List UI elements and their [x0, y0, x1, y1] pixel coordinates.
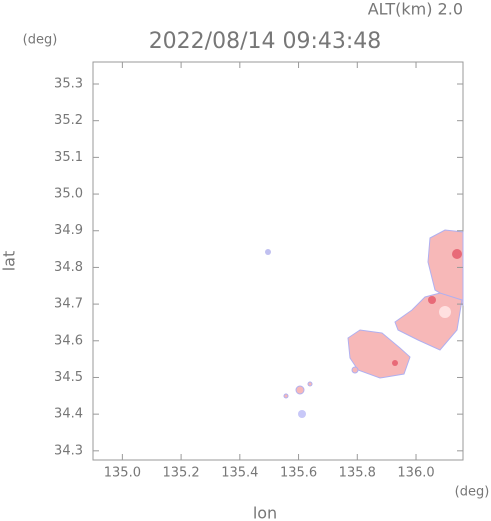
echo	[351, 366, 359, 374]
x-tick-label: 135.0	[104, 466, 141, 481]
y-tick-label: 35.1	[54, 150, 83, 165]
x-unit: (deg)	[455, 485, 490, 500]
y-axis-label: lat	[0, 251, 19, 272]
echo-core	[452, 249, 462, 259]
echo	[347, 329, 411, 379]
y-tick-label: 34.5	[54, 370, 83, 385]
y-tick-label: 34.3	[54, 443, 83, 458]
y-tick-label: 35.3	[54, 77, 83, 92]
y-tick-label: 34.7	[54, 297, 83, 312]
x-tick-label: 136.0	[397, 466, 434, 481]
x-tick-label: 135.2	[162, 466, 199, 481]
echo-core	[439, 306, 451, 318]
echo-core	[428, 296, 436, 304]
x-tick-label: 135.4	[221, 466, 258, 481]
y-tick-label: 34.4	[54, 407, 83, 422]
echo	[295, 385, 305, 395]
echo	[283, 393, 289, 399]
radar-echoes	[265, 229, 464, 418]
y-tick-label: 34.6	[54, 333, 83, 348]
y-tick-label: 34.9	[54, 223, 83, 238]
echo	[298, 410, 306, 418]
echo-core	[392, 360, 398, 366]
x-tick-label: 135.6	[280, 466, 317, 481]
echo	[265, 249, 271, 255]
echo	[307, 381, 313, 387]
plot-frame	[92, 61, 464, 461]
chart-title: 2022/08/14 09:43:48	[149, 29, 382, 54]
y-unit: (deg)	[23, 33, 58, 48]
y-tick-label: 35.0	[54, 187, 83, 202]
y-tick-label: 34.8	[54, 260, 83, 275]
x-axis-label: lon	[253, 504, 277, 521]
y-tick-label: 35.2	[54, 113, 83, 128]
altitude-label: ALT(km) 2.0	[368, 0, 463, 19]
x-tick-label: 135.8	[339, 466, 376, 481]
